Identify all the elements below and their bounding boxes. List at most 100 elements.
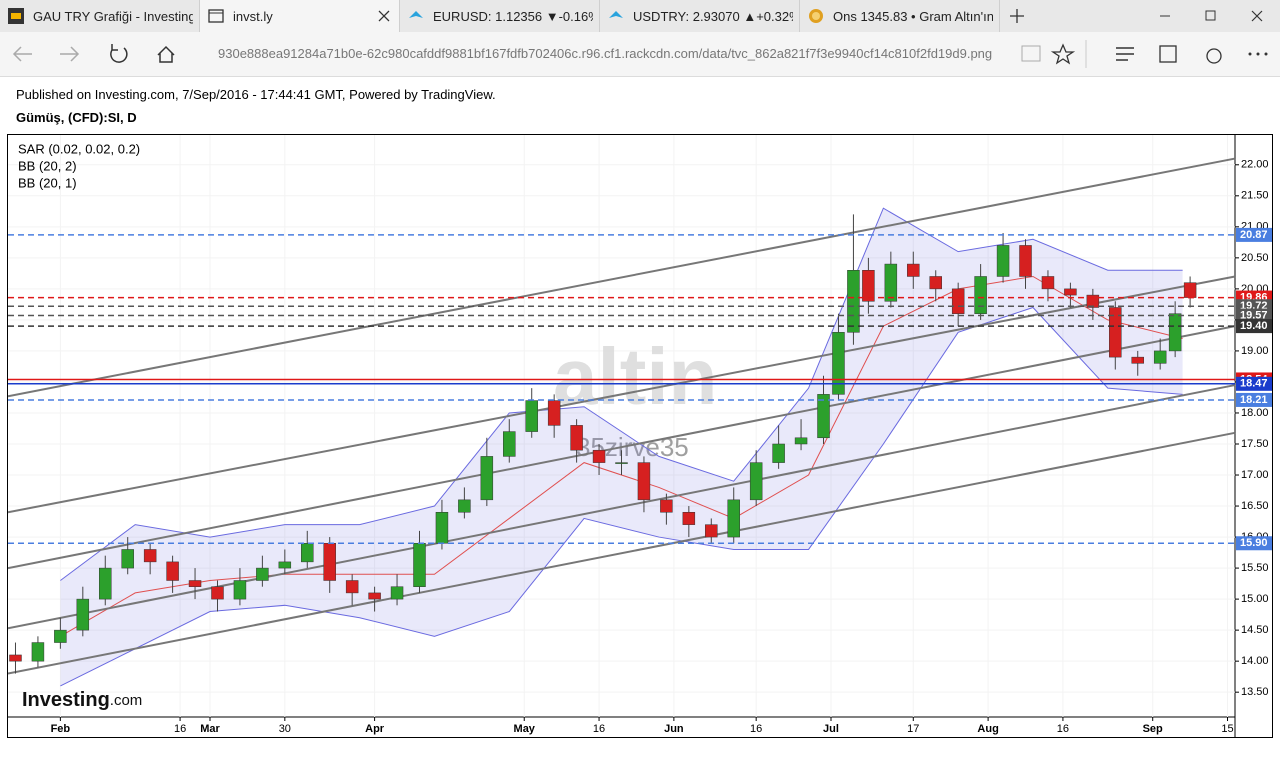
price-level-tag <box>1236 319 1272 334</box>
x-tick-label: Aug <box>977 723 998 735</box>
band-lower <box>60 306 1183 687</box>
x-tick-label: May <box>514 723 536 735</box>
candle-body <box>368 592 381 600</box>
y-tick-label: 17.50 <box>1241 438 1269 450</box>
candle-body <box>1153 350 1167 364</box>
indicator-label: BB (20, 2) <box>18 158 77 173</box>
forward[interactable] <box>60 46 80 62</box>
y-tick-label: 20.50 <box>1241 252 1269 264</box>
candle-body <box>705 524 718 538</box>
candle-body <box>637 462 651 501</box>
more[interactable] <box>1248 52 1268 56</box>
tab-title: USDTRY: 2.93070 ▲+0.32% <box>633 9 793 24</box>
watermark: altin <box>553 332 717 421</box>
logo-name: Investing <box>22 689 110 711</box>
candle-body <box>996 245 1010 277</box>
candle-body <box>31 642 45 662</box>
candle-body <box>278 561 292 569</box>
indicator-label: BB (20, 1) <box>18 175 77 190</box>
x-tick-label: 15 <box>1221 723 1233 735</box>
tab-icon <box>208 9 224 23</box>
candle-body <box>862 270 875 302</box>
candle-body <box>503 431 516 457</box>
candle-body <box>256 567 269 581</box>
indicator-label: SAR (0.02, 0.02, 0.2) <box>18 141 140 156</box>
candle-body <box>1131 356 1144 364</box>
candle-body <box>458 499 471 513</box>
hub[interactable] <box>1116 47 1134 61</box>
y-tick-label: 14.00 <box>1241 655 1269 667</box>
candle-body <box>54 629 67 643</box>
favorite[interactable] <box>1050 43 1076 65</box>
y-tick-label: 15.50 <box>1241 562 1269 574</box>
web-note[interactable] <box>1159 45 1177 63</box>
candle-body <box>413 543 426 587</box>
address-bar: 930e888ea91284a71b0e-62c980cafddf9881bf1… <box>0 32 1280 77</box>
price-level-label: 20.87 <box>1240 229 1268 241</box>
restore[interactable] <box>1205 10 1216 21</box>
tab-title: EURUSD: 1.12356 ▼-0.16% <box>433 9 593 24</box>
price-level-label: 19.40 <box>1240 320 1268 332</box>
candle-body <box>974 276 987 314</box>
y-tick-label: 16.50 <box>1241 500 1269 512</box>
x-tick-label: 30 <box>279 723 291 735</box>
tab[interactable]: USDTRY: 2.93070 ▲+0.32% <box>600 0 800 32</box>
trend-line <box>8 431 1236 675</box>
candle-body <box>929 276 942 290</box>
candle-body <box>884 263 898 302</box>
candle-body <box>121 549 134 569</box>
candle-body <box>188 580 202 587</box>
price-level-label: 18.21 <box>1240 394 1268 406</box>
candle-body <box>390 586 404 600</box>
x-tick-label: 16 <box>593 723 605 735</box>
logo: Investing.com <box>22 689 142 711</box>
price-level-tag <box>1236 392 1272 407</box>
candle-body <box>76 598 90 631</box>
close-tab[interactable] <box>378 10 390 22</box>
new-tab[interactable] <box>1010 9 1024 23</box>
candle-body <box>847 270 860 333</box>
tab-icon <box>809 9 823 23</box>
back[interactable] <box>12 46 32 62</box>
candle-body <box>233 580 247 600</box>
x-tick-label: Feb <box>51 723 71 735</box>
tab[interactable]: GAU TRY Grafiği - Investing <box>0 0 200 32</box>
price-level-label: 19.57 <box>1240 309 1268 321</box>
y-tick-label: 21.50 <box>1241 190 1269 202</box>
candle-body <box>592 449 606 463</box>
tab-icon <box>8 8 24 24</box>
tab[interactable]: Ons 1345.83 • Gram Altın'ın <box>800 0 1000 32</box>
y-tick-label: 14.50 <box>1241 624 1269 636</box>
price-level-tag <box>1236 227 1272 242</box>
symbol-name: Gümüş, (CFD):SI, D <box>16 110 137 125</box>
x-tick-label: Apr <box>365 723 385 735</box>
candle-body <box>1109 307 1122 358</box>
candle-body <box>480 456 494 501</box>
band-upper <box>60 207 1183 581</box>
refresh[interactable] <box>110 44 128 63</box>
home[interactable] <box>157 45 175 63</box>
candle-body <box>547 400 561 426</box>
tab[interactable]: EURUSD: 1.12356 ▼-0.16% <box>400 0 600 32</box>
x-tick-label: Mar <box>200 723 220 735</box>
tab[interactable]: invst.ly <box>200 0 400 32</box>
candle-body <box>570 425 583 451</box>
x-tick-label: 16 <box>750 723 762 735</box>
reading-view[interactable] <box>1021 45 1041 62</box>
y-tick-label: 18.00 <box>1241 407 1269 419</box>
candle-body <box>682 511 696 525</box>
price-level-label: 15.90 <box>1240 537 1268 549</box>
x-tick-label: 16 <box>174 723 186 735</box>
candle-body <box>345 580 359 594</box>
url[interactable]: 930e888ea91284a71b0e-62c980cafddf9881bf1… <box>218 46 993 61</box>
published-note: Published on Investing.com, 7/Sep/2016 -… <box>16 87 496 102</box>
x-tick-label: Jun <box>664 723 684 735</box>
candle-body <box>727 499 740 538</box>
tab-title: invst.ly <box>233 9 273 24</box>
trend-line <box>8 384 1236 630</box>
y-tick-label: 17.00 <box>1241 469 1269 481</box>
share[interactable] <box>1206 48 1222 64</box>
x-tick-label: Sep <box>1143 723 1163 735</box>
close-window[interactable] <box>1251 10 1263 22</box>
